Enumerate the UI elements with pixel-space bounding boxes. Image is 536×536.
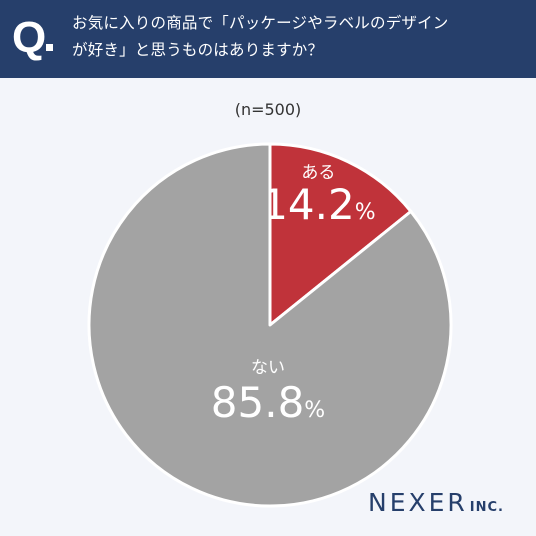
question-text: お気に入りの商品で「パッケージやラベルのデザイン が好き」と思うものはありますか… bbox=[72, 10, 526, 64]
logo-suffix: INC. bbox=[469, 500, 504, 515]
slice-label-1: ない bbox=[251, 358, 285, 378]
pie-slice-1 bbox=[87, 142, 453, 508]
q-mark: Q bbox=[12, 13, 47, 62]
question-line-1: お気に入りの商品で「パッケージやラベルのデザイン bbox=[72, 14, 449, 32]
nexer-logo: NEXER INC. bbox=[368, 488, 504, 517]
slice-label-0: ある bbox=[301, 163, 335, 183]
question-header: Q お気に入りの商品で「パッケージやラベルのデザイン が好き」と思うものはありま… bbox=[0, 0, 536, 78]
question-line-2: が好き」と思うものはありますか？ bbox=[72, 41, 324, 59]
pie-slice-0 bbox=[268, 142, 413, 327]
slice-value-1: 85.8% bbox=[211, 378, 325, 427]
logo-name: NEXER bbox=[368, 488, 468, 517]
slice-value-0: 14.2% bbox=[261, 180, 375, 229]
sample-size-label: (n=500) bbox=[234, 100, 302, 119]
q-dot bbox=[46, 44, 53, 51]
